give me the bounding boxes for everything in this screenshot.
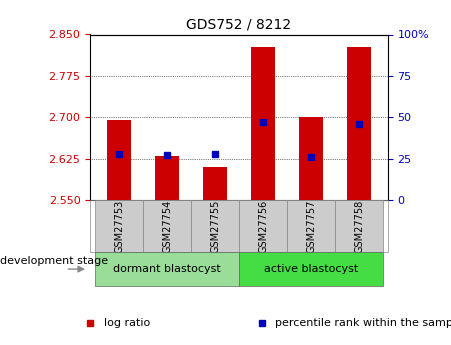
Text: GSM27756: GSM27756 bbox=[258, 199, 268, 253]
Text: GSM27757: GSM27757 bbox=[306, 199, 316, 253]
Bar bbox=[299, 117, 323, 200]
Bar bbox=[335, 200, 383, 252]
Title: GDS752 / 8212: GDS752 / 8212 bbox=[186, 18, 292, 32]
Bar bbox=[251, 47, 275, 200]
Text: development stage: development stage bbox=[0, 256, 108, 266]
Bar bbox=[107, 120, 131, 200]
Text: GSM27753: GSM27753 bbox=[114, 199, 124, 253]
Bar bbox=[95, 200, 143, 252]
Bar bbox=[347, 47, 371, 200]
Text: percentile rank within the sample: percentile rank within the sample bbox=[275, 318, 451, 328]
Text: GSM27754: GSM27754 bbox=[162, 199, 172, 253]
Text: dormant blastocyst: dormant blastocyst bbox=[113, 264, 221, 274]
Bar bbox=[191, 200, 239, 252]
Bar bbox=[143, 200, 191, 252]
Bar bbox=[203, 167, 227, 200]
Bar bbox=[239, 200, 287, 252]
Bar bbox=[287, 200, 335, 252]
Text: GSM27758: GSM27758 bbox=[354, 199, 364, 253]
Bar bbox=[155, 156, 179, 200]
Bar bbox=[239, 252, 383, 286]
Bar bbox=[95, 252, 239, 286]
Text: GSM27755: GSM27755 bbox=[210, 199, 220, 253]
Text: active blastocyst: active blastocyst bbox=[264, 264, 358, 274]
Text: log ratio: log ratio bbox=[104, 318, 150, 328]
